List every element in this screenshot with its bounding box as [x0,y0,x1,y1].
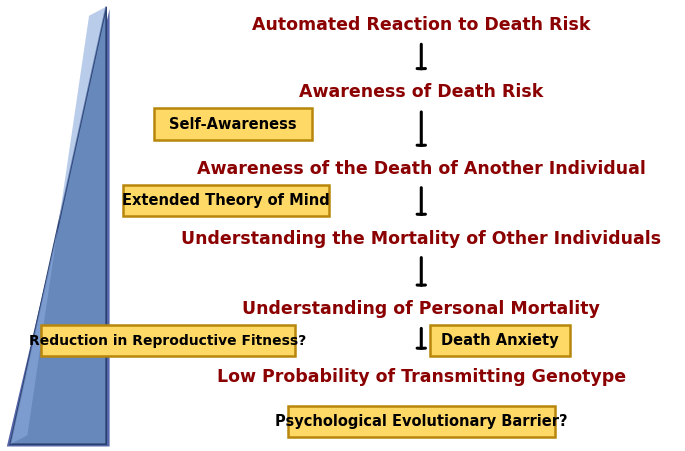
FancyBboxPatch shape [123,185,329,216]
Polygon shape [10,7,106,444]
Text: Awareness of Death Risk: Awareness of Death Risk [299,83,543,101]
Text: Understanding the Mortality of Other Individuals: Understanding the Mortality of Other Ind… [182,230,661,248]
Text: Self-Awareness: Self-Awareness [169,116,297,132]
Text: Automated Reaction to Death Risk: Automated Reaction to Death Risk [252,16,590,34]
FancyBboxPatch shape [288,406,555,437]
Polygon shape [7,9,110,446]
FancyBboxPatch shape [430,325,570,356]
Text: Extended Theory of Mind: Extended Theory of Mind [122,193,330,208]
FancyBboxPatch shape [41,325,295,356]
Text: Understanding of Personal Mortality: Understanding of Personal Mortality [242,300,600,318]
Text: Psychological Evolutionary Barrier?: Psychological Evolutionary Barrier? [275,414,568,429]
FancyBboxPatch shape [154,108,312,140]
Polygon shape [10,7,106,444]
Text: Low Probability of Transmitting Genotype: Low Probability of Transmitting Genotype [216,368,626,386]
Text: Death Anxiety: Death Anxiety [441,333,559,348]
Text: Awareness of the Death of Another Individual: Awareness of the Death of Another Indivi… [197,160,646,178]
Text: Reduction in Reproductive Fitness?: Reduction in Reproductive Fitness? [29,333,306,348]
